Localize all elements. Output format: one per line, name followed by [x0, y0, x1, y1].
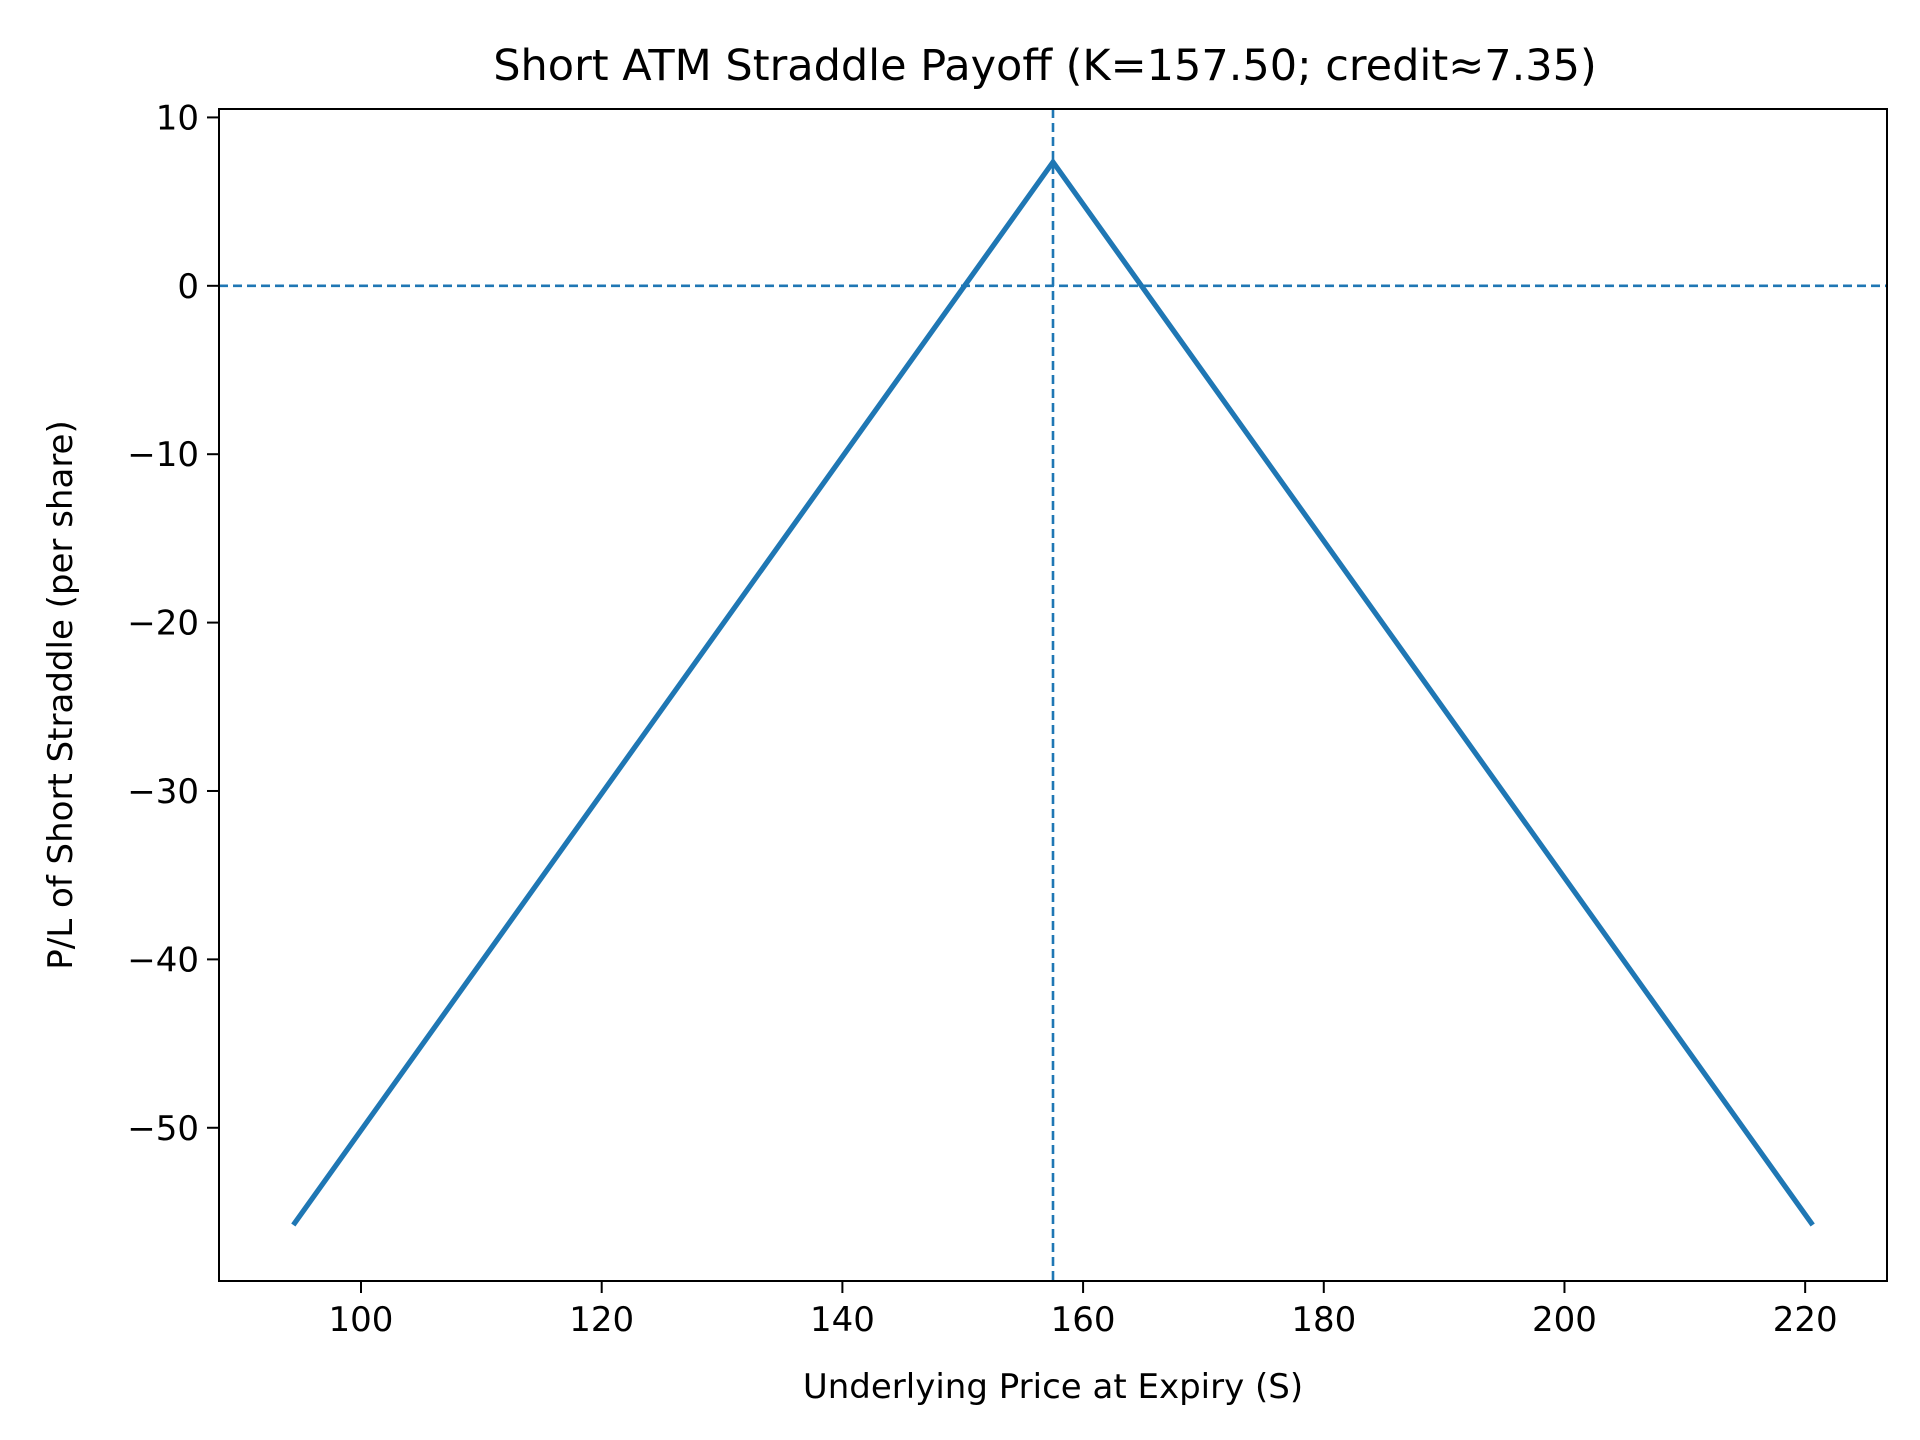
y-tick-label: −40	[127, 940, 199, 980]
y-tick-label: 10	[156, 98, 199, 138]
plot-frame	[218, 108, 1888, 1282]
x-tick-label: 200	[1532, 1300, 1597, 1340]
y-tick-label: −20	[127, 604, 199, 644]
x-axis-label: Underlying Price at Expiry (S)	[803, 1367, 1303, 1407]
x-tick-label: 180	[1291, 1300, 1356, 1340]
x-tick-label: 220	[1773, 1300, 1838, 1340]
y-axis-label: P/L of Short Straddle (per share)	[41, 420, 81, 969]
plot-area	[219, 109, 1887, 1281]
x-tick-label: 160	[1051, 1300, 1116, 1340]
series-line-0	[291, 157, 1815, 1227]
x-tick-label: 140	[810, 1300, 875, 1340]
y-axis: 10 0 −10 −20 −30 −40 −50	[127, 98, 219, 1149]
y-tick-label: −50	[127, 1109, 199, 1149]
x-tick-label: 120	[569, 1300, 634, 1340]
y-tick-label: 0	[177, 267, 199, 307]
y-tick-label: −10	[127, 435, 199, 475]
x-axis: 100 120 140 160 180 200 220	[329, 1281, 1838, 1340]
y-tick-label: −30	[127, 772, 199, 812]
x-tick-label: 100	[329, 1300, 394, 1340]
chart-title: Short ATM Straddle Payoff (K=157.50; cre…	[493, 41, 1597, 91]
